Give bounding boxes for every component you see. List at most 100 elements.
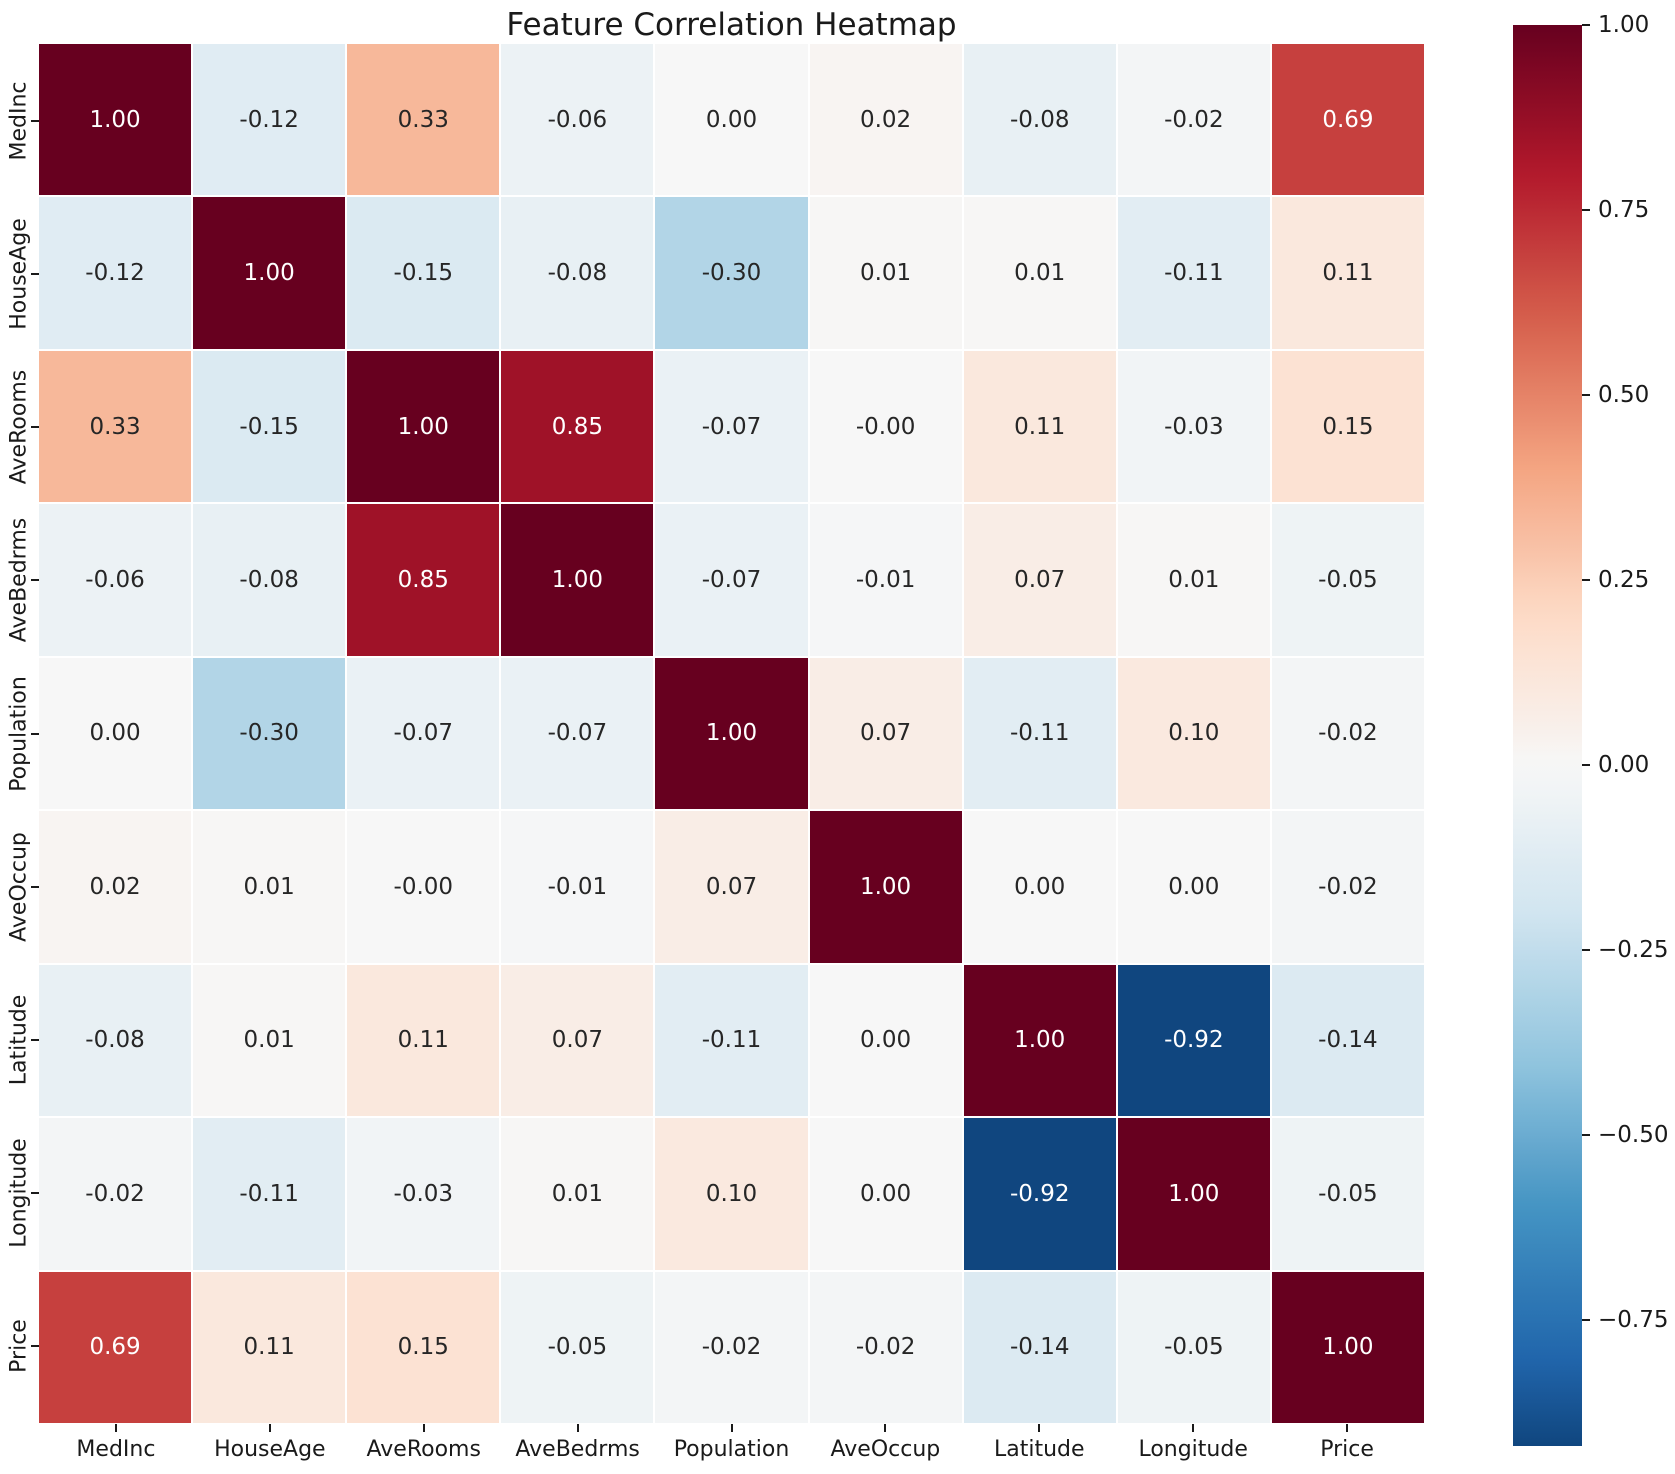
heatmap-cell: -0.15 (347, 197, 500, 349)
heatmap-cell: -0.12 (39, 197, 192, 349)
heatmap-cell: -0.02 (39, 1118, 192, 1270)
x-tick-label: AveOccup (830, 1437, 941, 1462)
heatmap-cell: -0.03 (347, 1118, 500, 1270)
heatmap-cell: -0.06 (39, 504, 192, 656)
x-tick-mark (730, 1424, 733, 1432)
heatmap-cell: 1.00 (501, 504, 654, 656)
x-tick-label: AveBedrms (515, 1437, 640, 1462)
heatmap-cell: -0.05 (1117, 1271, 1270, 1423)
x-tick-mark (268, 1424, 271, 1432)
x-tick-label: Latitude (993, 1437, 1085, 1462)
y-tick-mark (31, 579, 39, 582)
heatmap-cell: -0.12 (193, 44, 346, 196)
heatmap-cell: -0.03 (1117, 350, 1270, 503)
heatmap-cell: -0.14 (1271, 964, 1424, 1117)
colorbar-tick-mark (1582, 1319, 1590, 1322)
x-tick-label: Price (1320, 1437, 1374, 1462)
heatmap-cell: 0.69 (39, 1271, 192, 1423)
heatmap-cell: 0.33 (347, 44, 500, 196)
heatmap-cell: 0.00 (809, 1118, 962, 1270)
heatmap-cell: -0.14 (963, 1271, 1116, 1423)
heatmap-cell: 0.07 (655, 811, 808, 963)
y-tick-mark (31, 885, 39, 888)
x-tick-mark (114, 1424, 117, 1432)
heatmap-cell: 0.11 (193, 1271, 346, 1423)
heatmap-cell: -0.30 (193, 657, 346, 810)
heatmap-cell: 0.15 (347, 1271, 500, 1423)
heatmap-cell: 0.07 (963, 504, 1116, 656)
x-tick-label: Population (673, 1437, 790, 1462)
heatmap-cell: -0.02 (655, 1271, 808, 1423)
heatmap-cell: 0.69 (1271, 44, 1424, 196)
heatmap-cell: 1.00 (193, 197, 346, 349)
x-tick-mark (1346, 1424, 1349, 1432)
heatmap-cell: -0.01 (809, 504, 962, 656)
heatmap-cell: 0.02 (809, 44, 962, 196)
heatmap-cell: -0.08 (501, 197, 654, 349)
heatmap-cell: -0.07 (655, 504, 808, 656)
heatmap-cell: 0.11 (1271, 197, 1424, 349)
x-tick-label: HouseAge (214, 1437, 326, 1462)
heatmap-cell: 1.00 (347, 350, 500, 503)
x-tick-mark (576, 1424, 579, 1432)
colorbar-tick-label: 0.25 (1598, 567, 1650, 594)
heatmap-cell: -0.08 (39, 964, 192, 1117)
y-tick-label: MedInc (6, 81, 32, 161)
colorbar-tick-mark (1582, 949, 1590, 952)
y-tick-mark (31, 426, 39, 429)
heatmap-cell: 0.07 (501, 964, 654, 1117)
heatmap-cell: 0.10 (1117, 657, 1270, 810)
heatmap-cell: -0.02 (1271, 657, 1424, 810)
heatmap-cell: 0.01 (809, 197, 962, 349)
heatmap-cell: 1.00 (809, 811, 962, 963)
y-tick-label: Population (6, 675, 32, 792)
x-tick-label: Longitude (1138, 1437, 1248, 1462)
colorbar-tick-mark (1582, 1134, 1590, 1137)
colorbar-tick-label: 0.50 (1598, 382, 1650, 409)
heatmap-cell: -0.05 (501, 1271, 654, 1423)
heatmap-cell: 0.01 (501, 1118, 654, 1270)
heatmap-cell: -0.08 (193, 504, 346, 656)
y-tick-label: AveOccup (6, 831, 32, 942)
heatmap-grid: 1.00 -0.12 0.33 -0.06 0.00 0.02 -0.08 -0.02 0.69… (39, 44, 1424, 1423)
heatmap-cell: -0.07 (501, 657, 654, 810)
heatmap-cell: 0.01 (1117, 504, 1270, 656)
y-tick-label: Longitude (6, 1138, 32, 1248)
heatmap-cell: 0.00 (1117, 811, 1270, 963)
heatmap-cell: 0.01 (193, 964, 346, 1117)
heatmap-cell: -0.11 (193, 1118, 346, 1270)
y-tick-label: AveRooms (6, 369, 32, 485)
heatmap-cell: 1.00 (963, 964, 1116, 1117)
heatmap-cell: 0.00 (963, 811, 1116, 963)
x-tick-label: MedInc (76, 1437, 156, 1462)
y-tick-label: AveBedrms (6, 518, 32, 643)
heatmap-cell: -0.05 (1271, 504, 1424, 656)
heatmap-cell: -0.92 (963, 1118, 1116, 1270)
x-tick-label: AveRooms (366, 1437, 481, 1462)
heatmap-cell: 0.07 (809, 657, 962, 810)
heatmap-cell: -0.11 (963, 657, 1116, 810)
heatmap-cell: 0.85 (501, 350, 654, 503)
heatmap-cell: 0.15 (1271, 350, 1424, 503)
colorbar-tick-label: −0.50 (1598, 1122, 1669, 1149)
heatmap-cell: 0.01 (963, 197, 1116, 349)
colorbar-tick-mark (1582, 209, 1590, 212)
heatmap-cell: 0.85 (347, 504, 500, 656)
heatmap-cell: -0.02 (1117, 44, 1270, 196)
y-tick-label: HouseAge (6, 218, 32, 330)
colorbar-tick-mark (1582, 24, 1590, 26)
heatmap-cell: -0.92 (1117, 964, 1270, 1117)
y-tick-mark (31, 1192, 39, 1195)
heatmap-cell: -0.11 (655, 964, 808, 1117)
heatmap-cell: 0.02 (39, 811, 192, 963)
heatmap-cell: -0.30 (655, 197, 808, 349)
colorbar-tick-label: −0.75 (1598, 1307, 1669, 1334)
colorbar-tick-label: −0.25 (1598, 937, 1669, 964)
heatmap-cell: -0.07 (347, 657, 500, 810)
heatmap-cell: 0.01 (193, 811, 346, 963)
heatmap-cell: -0.00 (809, 350, 962, 503)
heatmap-cell: -0.05 (1271, 1118, 1424, 1270)
chart-title: Feature Correlation Heatmap (506, 7, 957, 43)
colorbar-tick-mark (1582, 394, 1590, 397)
